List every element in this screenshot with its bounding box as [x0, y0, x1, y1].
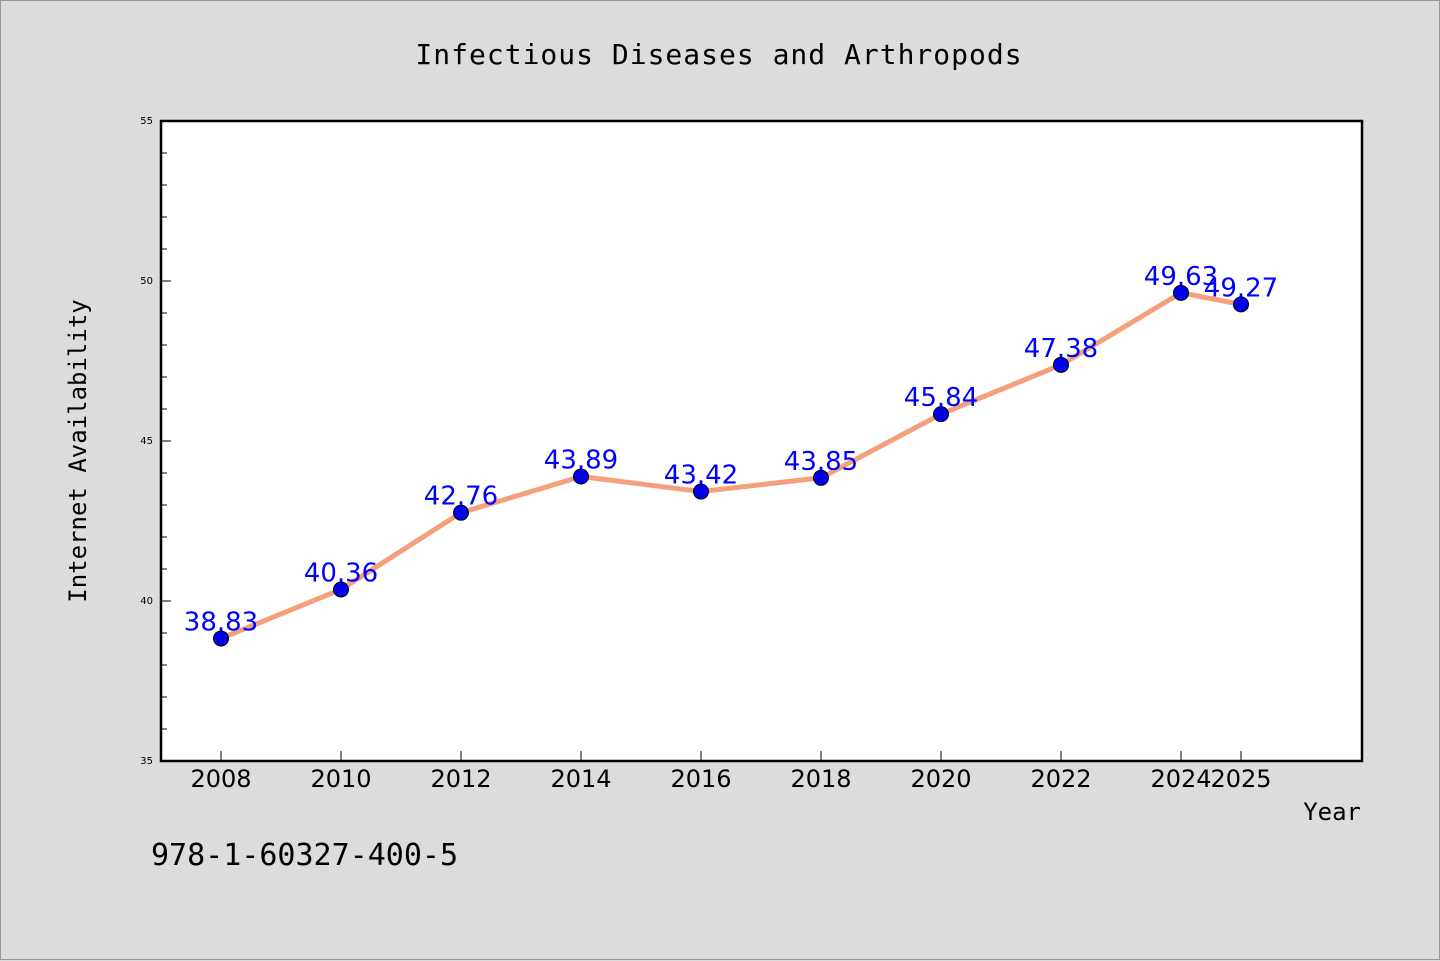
- data-label: 47.38: [1024, 334, 1098, 364]
- data-label: 38.83: [184, 607, 258, 637]
- data-point: [1173, 284, 1189, 301]
- data-point: [333, 581, 349, 598]
- x-axis-ticks: [220, 751, 1242, 761]
- x-tick-label: 2022: [1030, 765, 1091, 793]
- data-label: 40.36: [304, 558, 378, 588]
- series-markers: [213, 284, 1249, 647]
- x-tick-label: 2018: [790, 765, 851, 793]
- data-point: [933, 406, 949, 423]
- data-label: 49.27: [1204, 273, 1278, 303]
- x-tick-label: 2020: [910, 765, 971, 793]
- y-tick-label: 50: [140, 276, 153, 287]
- data-label: 43.89: [544, 446, 618, 476]
- x-tick-label: 2016: [670, 765, 731, 793]
- data-point: [1233, 296, 1249, 313]
- data-point: [693, 483, 709, 500]
- data-label: 42.76: [424, 482, 498, 512]
- data-point: [453, 504, 469, 521]
- y-axis-tick-labels: 35 40 45 50 55: [140, 116, 153, 767]
- data-point: [1053, 356, 1069, 373]
- x-tick-label: 2024: [1150, 765, 1211, 793]
- x-tick-label: 2010: [310, 765, 371, 793]
- data-point: [573, 468, 589, 485]
- isbn-text: 978-1-60327-400-5: [151, 838, 458, 873]
- y-tick-label: 40: [140, 596, 153, 607]
- data-label: 43.42: [664, 461, 738, 491]
- chart-title: Infectious Diseases and Arthropods: [415, 38, 1022, 71]
- y-axis-ticks: [161, 120, 171, 762]
- data-label: 43.85: [784, 447, 858, 477]
- data-point: [213, 630, 229, 647]
- y-tick-label: 45: [140, 436, 153, 447]
- y-tick-label: 35: [140, 756, 153, 767]
- data-point: [813, 469, 829, 486]
- y-axis-label: Internet Availability: [64, 299, 92, 602]
- y-tick-label: 55: [140, 116, 153, 127]
- data-label: 45.84: [904, 383, 978, 413]
- x-tick-label: 2012: [430, 765, 491, 793]
- plot-area: [159, 119, 1364, 763]
- x-tick-label: 2014: [550, 765, 611, 793]
- series-line: [218, 290, 1244, 641]
- x-tick-label: 2008: [190, 765, 251, 793]
- x-tick-label: 2025: [1210, 765, 1271, 793]
- data-label: 49.63: [1144, 262, 1218, 292]
- x-axis-label: Year: [1303, 798, 1361, 826]
- data-labels: 38.83 40.36 42.76 43.89 43.42 43.85 45.84 47.38…: [184, 262, 1278, 638]
